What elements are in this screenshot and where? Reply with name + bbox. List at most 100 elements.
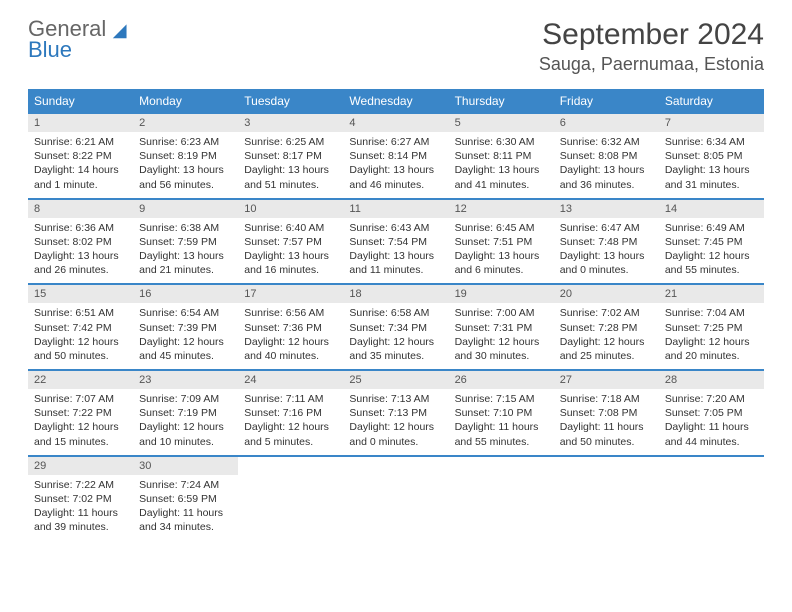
day-number: 18 — [343, 285, 448, 303]
calendar-day: 29Sunrise: 7:22 AMSunset: 7:02 PMDayligh… — [28, 457, 133, 541]
sunset-line: Sunset: 7:28 PM — [560, 321, 653, 335]
day-number: 26 — [449, 371, 554, 389]
sunrise-line: Sunrise: 6:47 AM — [560, 221, 653, 235]
day-number: 23 — [133, 371, 238, 389]
day-number: 28 — [659, 371, 764, 389]
day-details: Sunrise: 7:13 AMSunset: 7:13 PMDaylight:… — [343, 389, 448, 455]
day-number: 24 — [238, 371, 343, 389]
sunset-line: Sunset: 7:48 PM — [560, 235, 653, 249]
day-details: Sunrise: 7:22 AMSunset: 7:02 PMDaylight:… — [28, 475, 133, 541]
calendar-week: 8Sunrise: 6:36 AMSunset: 8:02 PMDaylight… — [28, 200, 764, 286]
day-details: Sunrise: 6:56 AMSunset: 7:36 PMDaylight:… — [238, 303, 343, 369]
calendar-day: 15Sunrise: 6:51 AMSunset: 7:42 PMDayligh… — [28, 285, 133, 369]
calendar-week: 22Sunrise: 7:07 AMSunset: 7:22 PMDayligh… — [28, 371, 764, 457]
sunrise-line: Sunrise: 6:32 AM — [560, 135, 653, 149]
calendar-day: 24Sunrise: 7:11 AMSunset: 7:16 PMDayligh… — [238, 371, 343, 455]
calendar-day: 8Sunrise: 6:36 AMSunset: 8:02 PMDaylight… — [28, 200, 133, 284]
sunrise-line: Sunrise: 7:24 AM — [139, 478, 232, 492]
sunrise-line: Sunrise: 6:45 AM — [455, 221, 548, 235]
sunset-line: Sunset: 8:11 PM — [455, 149, 548, 163]
daylight-line: Daylight: 12 hours and 35 minutes. — [349, 335, 442, 363]
day-details: Sunrise: 6:34 AMSunset: 8:05 PMDaylight:… — [659, 132, 764, 198]
day-details: Sunrise: 6:25 AMSunset: 8:17 PMDaylight:… — [238, 132, 343, 198]
day-number: 8 — [28, 200, 133, 218]
daylight-line: Daylight: 11 hours and 39 minutes. — [34, 506, 127, 534]
day-details: Sunrise: 6:21 AMSunset: 8:22 PMDaylight:… — [28, 132, 133, 198]
day-number: 6 — [554, 114, 659, 132]
sunrise-line: Sunrise: 7:22 AM — [34, 478, 127, 492]
day-details: Sunrise: 6:51 AMSunset: 7:42 PMDaylight:… — [28, 303, 133, 369]
day-details: Sunrise: 7:11 AMSunset: 7:16 PMDaylight:… — [238, 389, 343, 455]
day-details: Sunrise: 6:47 AMSunset: 7:48 PMDaylight:… — [554, 218, 659, 284]
day-number: 14 — [659, 200, 764, 218]
day-details: Sunrise: 7:09 AMSunset: 7:19 PMDaylight:… — [133, 389, 238, 455]
sunrise-line: Sunrise: 6:25 AM — [244, 135, 337, 149]
day-details: Sunrise: 6:38 AMSunset: 7:59 PMDaylight:… — [133, 218, 238, 284]
day-details: Sunrise: 6:30 AMSunset: 8:11 PMDaylight:… — [449, 132, 554, 198]
logo-text-block: General ◢ Blue — [28, 18, 127, 61]
title-block: September 2024 Sauga, Paernumaa, Estonia — [539, 18, 764, 75]
calendar-day: 22Sunrise: 7:07 AMSunset: 7:22 PMDayligh… — [28, 371, 133, 455]
calendar-day: 11Sunrise: 6:43 AMSunset: 7:54 PMDayligh… — [343, 200, 448, 284]
daylight-line: Daylight: 13 hours and 31 minutes. — [665, 163, 758, 191]
sunset-line: Sunset: 8:14 PM — [349, 149, 442, 163]
calendar-day: 26Sunrise: 7:15 AMSunset: 7:10 PMDayligh… — [449, 371, 554, 455]
day-number: 10 — [238, 200, 343, 218]
day-number: 29 — [28, 457, 133, 475]
day-number: 9 — [133, 200, 238, 218]
sunset-line: Sunset: 7:16 PM — [244, 406, 337, 420]
daylight-line: Daylight: 11 hours and 55 minutes. — [455, 420, 548, 448]
sunrise-line: Sunrise: 6:36 AM — [34, 221, 127, 235]
daylight-line: Daylight: 12 hours and 15 minutes. — [34, 420, 127, 448]
weekday-header: Friday — [554, 89, 659, 114]
calendar-day: 9Sunrise: 6:38 AMSunset: 7:59 PMDaylight… — [133, 200, 238, 284]
day-number: 4 — [343, 114, 448, 132]
daylight-line: Daylight: 13 hours and 6 minutes. — [455, 249, 548, 277]
weekday-header: Monday — [133, 89, 238, 114]
calendar-week: 1Sunrise: 6:21 AMSunset: 8:22 PMDaylight… — [28, 114, 764, 200]
daylight-line: Daylight: 13 hours and 0 minutes. — [560, 249, 653, 277]
daylight-line: Daylight: 12 hours and 0 minutes. — [349, 420, 442, 448]
day-details: Sunrise: 6:49 AMSunset: 7:45 PMDaylight:… — [659, 218, 764, 284]
day-details: Sunrise: 6:40 AMSunset: 7:57 PMDaylight:… — [238, 218, 343, 284]
day-number: 27 — [554, 371, 659, 389]
daylight-line: Daylight: 12 hours and 20 minutes. — [665, 335, 758, 363]
sunrise-line: Sunrise: 6:54 AM — [139, 306, 232, 320]
day-number: 12 — [449, 200, 554, 218]
day-details: Sunrise: 7:07 AMSunset: 7:22 PMDaylight:… — [28, 389, 133, 455]
day-number: 1 — [28, 114, 133, 132]
sunset-line: Sunset: 8:02 PM — [34, 235, 127, 249]
calendar-day: 1Sunrise: 6:21 AMSunset: 8:22 PMDaylight… — [28, 114, 133, 198]
day-details: Sunrise: 6:54 AMSunset: 7:39 PMDaylight:… — [133, 303, 238, 369]
daylight-line: Daylight: 12 hours and 30 minutes. — [455, 335, 548, 363]
calendar-day: 21Sunrise: 7:04 AMSunset: 7:25 PMDayligh… — [659, 285, 764, 369]
weekday-header: Sunday — [28, 89, 133, 114]
sunset-line: Sunset: 7:22 PM — [34, 406, 127, 420]
day-number: 2 — [133, 114, 238, 132]
sunset-line: Sunset: 6:59 PM — [139, 492, 232, 506]
day-number: 17 — [238, 285, 343, 303]
daylight-line: Daylight: 11 hours and 34 minutes. — [139, 506, 232, 534]
sunset-line: Sunset: 7:31 PM — [455, 321, 548, 335]
sunset-line: Sunset: 7:39 PM — [139, 321, 232, 335]
calendar-day: 16Sunrise: 6:54 AMSunset: 7:39 PMDayligh… — [133, 285, 238, 369]
day-details: Sunrise: 7:00 AMSunset: 7:31 PMDaylight:… — [449, 303, 554, 369]
sunset-line: Sunset: 7:05 PM — [665, 406, 758, 420]
daylight-line: Daylight: 14 hours and 1 minute. — [34, 163, 127, 191]
weekday-header: Thursday — [449, 89, 554, 114]
sunrise-line: Sunrise: 7:18 AM — [560, 392, 653, 406]
sunrise-line: Sunrise: 6:38 AM — [139, 221, 232, 235]
day-details: Sunrise: 6:43 AMSunset: 7:54 PMDaylight:… — [343, 218, 448, 284]
sunrise-line: Sunrise: 7:13 AM — [349, 392, 442, 406]
daylight-line: Daylight: 12 hours and 25 minutes. — [560, 335, 653, 363]
day-number: 11 — [343, 200, 448, 218]
day-details: Sunrise: 7:20 AMSunset: 7:05 PMDaylight:… — [659, 389, 764, 455]
calendar-day: .. — [554, 457, 659, 541]
day-number: 19 — [449, 285, 554, 303]
sunrise-line: Sunrise: 6:49 AM — [665, 221, 758, 235]
day-details: Sunrise: 6:23 AMSunset: 8:19 PMDaylight:… — [133, 132, 238, 198]
day-details: Sunrise: 6:36 AMSunset: 8:02 PMDaylight:… — [28, 218, 133, 284]
header: General ◢ Blue September 2024 Sauga, Pae… — [28, 18, 764, 75]
daylight-line: Daylight: 13 hours and 21 minutes. — [139, 249, 232, 277]
day-number: 20 — [554, 285, 659, 303]
